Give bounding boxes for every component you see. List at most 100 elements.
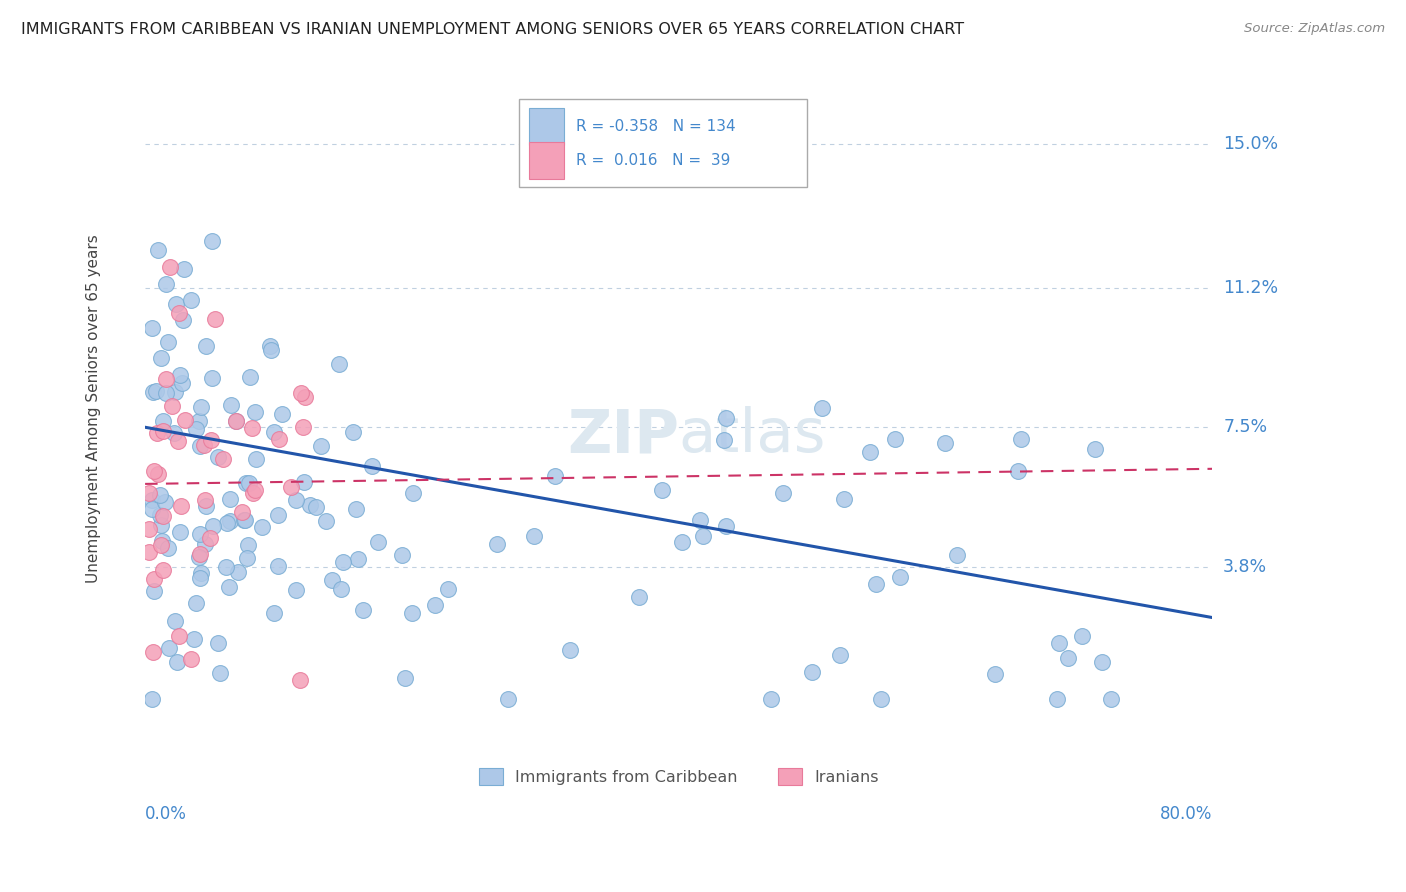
Point: [1007, 464, 1029, 478]
Point: [437, 582, 460, 596]
Point: [209, 665, 232, 680]
Point: [143, 572, 166, 586]
Point: [884, 432, 907, 446]
Point: [235, 475, 257, 490]
Point: [188, 571, 211, 585]
Point: [496, 692, 519, 706]
Point: [155, 386, 177, 401]
Point: [811, 401, 834, 416]
Point: [149, 488, 172, 502]
Point: [231, 505, 253, 519]
Point: [889, 569, 911, 583]
Point: [304, 500, 326, 514]
Point: [194, 493, 217, 508]
Point: [689, 513, 711, 527]
Point: [184, 422, 207, 436]
Point: [226, 565, 249, 579]
Point: [149, 351, 172, 366]
Point: [204, 312, 226, 326]
Text: R = -0.358   N = 134: R = -0.358 N = 134: [576, 119, 735, 134]
Point: [225, 414, 247, 428]
Point: [149, 538, 172, 552]
Point: [143, 584, 166, 599]
Point: [141, 321, 163, 335]
Point: [152, 563, 174, 577]
Point: [394, 671, 416, 685]
Point: [859, 445, 882, 459]
Point: [692, 529, 714, 543]
Point: [141, 502, 163, 516]
Point: [828, 648, 851, 662]
Text: atlas: atlas: [679, 406, 827, 465]
Point: [934, 435, 956, 450]
Point: [141, 492, 163, 507]
Point: [195, 499, 218, 513]
Text: 7.5%: 7.5%: [1223, 418, 1267, 436]
Point: [1091, 655, 1114, 669]
Point: [984, 667, 1007, 681]
Point: [714, 410, 737, 425]
Point: [342, 425, 364, 439]
Point: [194, 339, 217, 353]
Point: [245, 404, 267, 418]
Point: [267, 558, 290, 573]
Point: [142, 384, 165, 399]
Point: [155, 277, 177, 291]
Point: [149, 508, 172, 523]
Point: [263, 425, 285, 440]
Point: [360, 458, 382, 473]
Point: [344, 502, 367, 516]
Point: [146, 243, 169, 257]
Point: [169, 524, 191, 539]
Point: [202, 519, 225, 533]
Point: [150, 533, 173, 548]
Point: [270, 407, 292, 421]
Point: [832, 492, 855, 507]
Point: [367, 534, 389, 549]
Point: [214, 560, 236, 574]
Point: [138, 545, 160, 559]
Point: [211, 451, 233, 466]
Point: [193, 438, 215, 452]
Point: [157, 541, 180, 555]
Point: [1047, 636, 1070, 650]
Point: [172, 313, 194, 327]
Point: [245, 452, 267, 467]
Text: Unemployment Among Seniors over 65 years: Unemployment Among Seniors over 65 years: [86, 234, 101, 582]
Point: [315, 514, 337, 528]
Point: [558, 643, 581, 657]
Point: [759, 692, 782, 706]
Point: [236, 551, 259, 566]
Point: [218, 514, 240, 528]
Point: [713, 434, 735, 448]
Text: 15.0%: 15.0%: [1223, 135, 1278, 153]
Point: [142, 644, 165, 658]
Point: [180, 293, 202, 308]
Point: [180, 652, 202, 666]
Text: 80.0%: 80.0%: [1160, 805, 1212, 823]
Point: [201, 234, 224, 248]
Point: [217, 516, 239, 530]
Point: [218, 580, 240, 594]
Point: [138, 522, 160, 536]
Point: [285, 492, 308, 507]
Point: [1084, 442, 1107, 456]
Point: [269, 432, 291, 446]
Point: [152, 509, 174, 524]
Point: [187, 549, 209, 564]
Point: [523, 529, 546, 543]
Point: [207, 450, 229, 465]
Point: [239, 370, 262, 384]
Point: [869, 692, 891, 706]
Point: [152, 424, 174, 438]
Point: [298, 498, 321, 512]
Point: [309, 438, 332, 452]
Point: [402, 486, 425, 500]
Point: [243, 483, 266, 498]
Point: [188, 414, 211, 428]
Point: [238, 476, 260, 491]
Point: [166, 655, 188, 669]
Point: [290, 673, 312, 688]
Point: [152, 414, 174, 428]
Point: [236, 539, 259, 553]
